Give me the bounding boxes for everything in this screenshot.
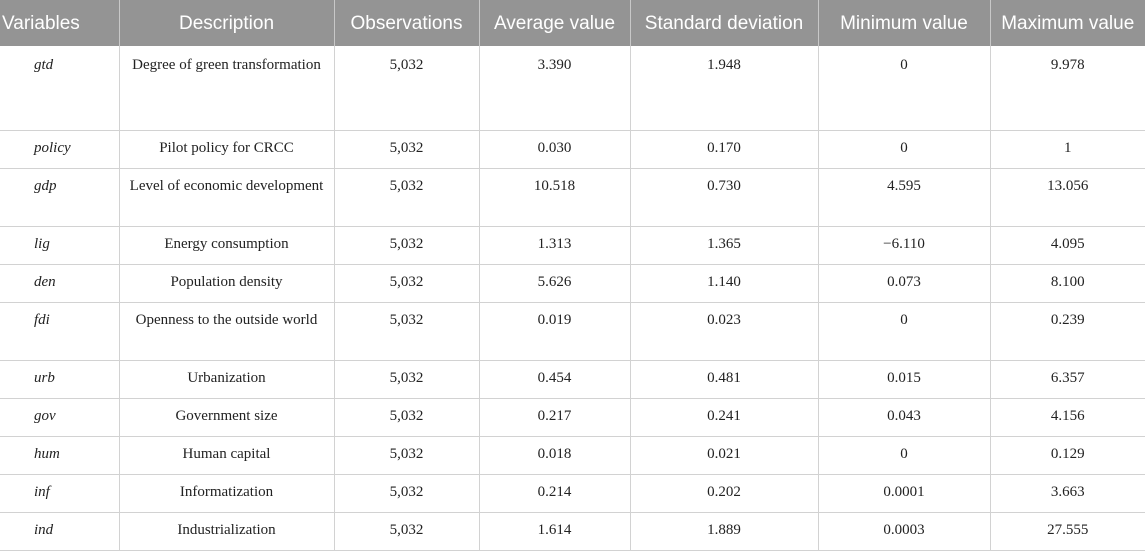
table-row: gov Government size 5,032 0.217 0.241 0.… xyxy=(0,398,1145,437)
min-cell: 0.043 xyxy=(818,398,991,437)
variable-cell: gtd xyxy=(0,46,120,131)
max-cell: 1 xyxy=(990,130,1145,169)
table-row: gdp Level of economic development 5,032 … xyxy=(0,168,1145,227)
description-cell: Informatization xyxy=(119,474,335,513)
observations-cell: 5,032 xyxy=(334,264,480,303)
table-row: lig Energy consumption 5,032 1.313 1.365… xyxy=(0,226,1145,265)
min-cell: 0 xyxy=(818,302,991,361)
average-cell: 3.390 xyxy=(479,46,631,131)
observations-cell: 5,032 xyxy=(334,168,480,227)
variable-cell: hum xyxy=(0,436,120,475)
header-minimum-value: Minimum value xyxy=(818,0,991,46)
max-cell: 27.555 xyxy=(990,512,1145,551)
average-cell: 0.018 xyxy=(479,436,631,475)
observations-cell: 5,032 xyxy=(334,512,480,551)
min-cell: 0.015 xyxy=(818,360,991,399)
std-cell: 0.481 xyxy=(630,360,819,399)
observations-cell: 5,032 xyxy=(334,474,480,513)
max-cell: 6.357 xyxy=(990,360,1145,399)
min-cell: 0.073 xyxy=(818,264,991,303)
std-cell: 0.170 xyxy=(630,130,819,169)
variable-cell: lig xyxy=(0,226,120,265)
variable-cell: policy xyxy=(0,130,120,169)
table-row: hum Human capital 5,032 0.018 0.021 0 0.… xyxy=(0,436,1145,475)
average-cell: 0.454 xyxy=(479,360,631,399)
table-row: ind Industrialization 5,032 1.614 1.889 … xyxy=(0,512,1145,551)
max-cell: 4.156 xyxy=(990,398,1145,437)
description-cell: Industrialization xyxy=(119,512,335,551)
description-cell: Energy consumption xyxy=(119,226,335,265)
description-cell: Urbanization xyxy=(119,360,335,399)
std-cell: 1.140 xyxy=(630,264,819,303)
average-cell: 10.518 xyxy=(479,168,631,227)
table-row: inf Informatization 5,032 0.214 0.202 0.… xyxy=(0,474,1145,513)
std-cell: 1.889 xyxy=(630,512,819,551)
observations-cell: 5,032 xyxy=(334,302,480,361)
header-maximum-value: Maximum value xyxy=(990,0,1145,46)
max-cell: 4.095 xyxy=(990,226,1145,265)
header-standard-deviation: Standard deviation xyxy=(630,0,819,46)
observations-cell: 5,032 xyxy=(334,226,480,265)
table-row: den Population density 5,032 5.626 1.140… xyxy=(0,264,1145,303)
observations-cell: 5,032 xyxy=(334,360,480,399)
table-row: urb Urbanization 5,032 0.454 0.481 0.015… xyxy=(0,360,1145,399)
variable-cell: urb xyxy=(0,360,120,399)
header-variables: Variables xyxy=(0,0,120,46)
description-cell: Pilot policy for CRCC xyxy=(119,130,335,169)
std-cell: 1.948 xyxy=(630,46,819,131)
std-cell: 0.021 xyxy=(630,436,819,475)
table-row: fdi Openness to the outside world 5,032 … xyxy=(0,302,1145,361)
description-cell: Degree of green transformation xyxy=(119,46,335,131)
min-cell: 0.0001 xyxy=(818,474,991,513)
max-cell: 0.129 xyxy=(990,436,1145,475)
header-average-value: Average value xyxy=(479,0,631,46)
max-cell: 13.056 xyxy=(990,168,1145,227)
observations-cell: 5,032 xyxy=(334,46,480,131)
variable-cell: den xyxy=(0,264,120,303)
std-cell: 0.202 xyxy=(630,474,819,513)
max-cell: 3.663 xyxy=(990,474,1145,513)
std-cell: 1.365 xyxy=(630,226,819,265)
variable-cell: fdi xyxy=(0,302,120,361)
observations-cell: 5,032 xyxy=(334,398,480,437)
average-cell: 0.214 xyxy=(479,474,631,513)
std-cell: 0.023 xyxy=(630,302,819,361)
average-cell: 0.019 xyxy=(479,302,631,361)
max-cell: 9.978 xyxy=(990,46,1145,131)
table-row: policy Pilot policy for CRCC 5,032 0.030… xyxy=(0,130,1145,169)
min-cell: 0 xyxy=(818,436,991,475)
description-cell: Openness to the outside world xyxy=(119,302,335,361)
std-cell: 0.730 xyxy=(630,168,819,227)
description-cell: Population density xyxy=(119,264,335,303)
variable-cell: gdp xyxy=(0,168,120,227)
max-cell: 0.239 xyxy=(990,302,1145,361)
description-cell: Government size xyxy=(119,398,335,437)
header-row: Variables Description Observations Avera… xyxy=(0,0,1145,46)
min-cell: 0.0003 xyxy=(818,512,991,551)
variable-cell: ind xyxy=(0,512,120,551)
description-cell: Human capital xyxy=(119,436,335,475)
average-cell: 1.614 xyxy=(479,512,631,551)
observations-cell: 5,032 xyxy=(334,130,480,169)
std-cell: 0.241 xyxy=(630,398,819,437)
header-observations: Observations xyxy=(334,0,480,46)
description-cell: Level of economic development xyxy=(119,168,335,227)
min-cell: −6.110 xyxy=(818,226,991,265)
min-cell: 4.595 xyxy=(818,168,991,227)
table-row: gtd Degree of green transformation 5,032… xyxy=(0,46,1145,131)
variable-cell: gov xyxy=(0,398,120,437)
min-cell: 0 xyxy=(818,130,991,169)
max-cell: 8.100 xyxy=(990,264,1145,303)
average-cell: 0.030 xyxy=(479,130,631,169)
min-cell: 0 xyxy=(818,46,991,131)
variable-cell: inf xyxy=(0,474,120,513)
header-description: Description xyxy=(119,0,335,46)
average-cell: 1.313 xyxy=(479,226,631,265)
average-cell: 5.626 xyxy=(479,264,631,303)
observations-cell: 5,032 xyxy=(334,436,480,475)
average-cell: 0.217 xyxy=(479,398,631,437)
